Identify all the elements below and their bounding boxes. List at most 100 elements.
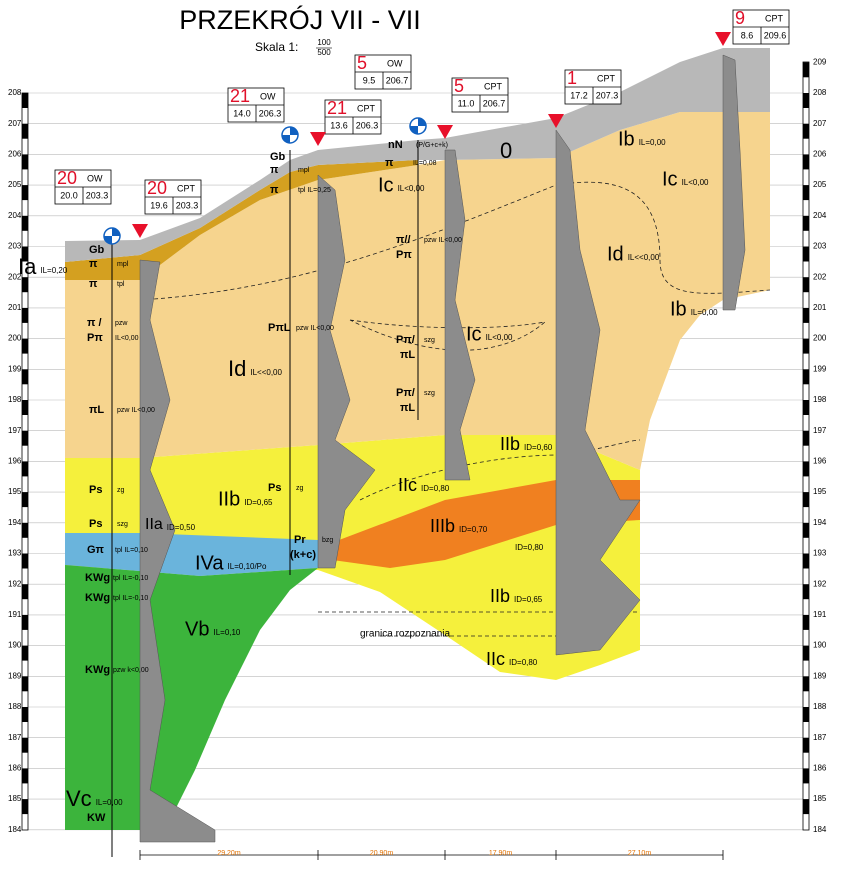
borehole-number: 21 xyxy=(327,98,347,118)
layer-param: ID=0,60 xyxy=(524,443,553,452)
y-tick-label: 202 xyxy=(813,272,827,281)
layer-name: IIIb xyxy=(430,516,455,536)
soil-symbol: πL xyxy=(89,404,104,416)
y-tick-label: 198 xyxy=(8,395,22,404)
soil-symbol: nN xyxy=(388,139,403,151)
y-tick-label: 193 xyxy=(813,549,827,558)
borehole-number: 5 xyxy=(357,53,367,73)
borehole-type: CPT xyxy=(177,183,196,193)
cpt-log xyxy=(555,129,641,656)
soil-note: pzw IL<0,00 xyxy=(117,407,155,414)
layer-name: Ic xyxy=(662,168,678,190)
borehole-distance: 11.0 xyxy=(458,98,475,108)
cpt-marker xyxy=(548,114,564,128)
y-tick-label: 200 xyxy=(813,334,827,343)
borehole-number: 5 xyxy=(454,76,464,96)
layer-param: ID=0,80 xyxy=(421,484,450,493)
axis-segment xyxy=(803,768,809,784)
borehole-lines xyxy=(111,140,419,857)
cpt-marker xyxy=(132,224,148,238)
axis-segment xyxy=(803,614,809,630)
y-tick-label: 207 xyxy=(813,119,827,128)
dashed-boundary xyxy=(359,439,641,501)
layer-name: IIb xyxy=(500,434,520,454)
layer-param: IL<0,00 xyxy=(682,178,709,187)
axis-segment xyxy=(803,707,809,722)
layer-param: IL=0,10/Po xyxy=(228,562,267,571)
y-tick-label: 194 xyxy=(813,518,827,527)
borehole-distance: 17.2 xyxy=(570,90,588,100)
layer-name: IIc xyxy=(398,475,417,495)
y-tick-label: 187 xyxy=(8,733,22,742)
axis-segment xyxy=(22,277,28,293)
axis-segment xyxy=(803,246,809,262)
y-tick-label: 208 xyxy=(8,88,22,97)
borehole-elevation: 203.3 xyxy=(86,190,109,200)
soil-symbol: KWg xyxy=(85,572,110,584)
layer-name: Ic xyxy=(466,323,482,345)
soil-note: pzw IL<0,00 xyxy=(424,237,462,244)
layer-blue xyxy=(65,533,318,576)
soil-symbol: Ps xyxy=(89,484,102,496)
y-tick-label: 199 xyxy=(813,364,827,373)
soil-symbol: (k+c) xyxy=(290,549,316,561)
soil-note: bzg xyxy=(322,537,333,544)
layer-name: IVa xyxy=(195,552,224,574)
cpt-log xyxy=(139,259,216,843)
borehole-elevation: 207.3 xyxy=(596,90,619,100)
axis-segment xyxy=(803,584,809,600)
axis-segment xyxy=(803,215,809,231)
soil-note: tpl IL=0,10 xyxy=(115,547,148,554)
borehole-distance: 20.0 xyxy=(60,190,78,200)
borehole-type: CPT xyxy=(765,13,784,23)
axis-segment xyxy=(803,553,809,569)
y-tick-label: 197 xyxy=(813,426,827,435)
y-tick-label: 195 xyxy=(813,487,827,496)
y-tick-label: 184 xyxy=(8,825,22,834)
layer-name: Ia xyxy=(18,254,37,279)
y-tick-label: 207 xyxy=(8,119,22,128)
borehole-number: 9 xyxy=(735,8,745,28)
layer-green xyxy=(65,565,318,830)
soil-note: zg xyxy=(296,485,304,492)
axis-segment xyxy=(803,62,809,78)
axis-segment xyxy=(22,123,28,139)
borehole-distance: 9.5 xyxy=(363,75,376,85)
layer-name: Ic xyxy=(378,174,394,196)
y-tick-label: 184 xyxy=(813,825,827,834)
soil-note: zg xyxy=(117,487,125,494)
axis-segment xyxy=(22,645,28,661)
axis-segment xyxy=(803,338,809,354)
layer-param: IL=0,00 xyxy=(639,138,666,147)
soil-symbol: πL xyxy=(400,402,415,414)
layer-param: IL=0,20 xyxy=(40,266,67,275)
y-tick-label: 209 xyxy=(813,57,827,66)
distance-label: 27.10m xyxy=(628,850,652,857)
y-tick-label: 186 xyxy=(813,764,827,773)
y-tick-label: 204 xyxy=(813,211,827,220)
layer-param: IL=0,00 xyxy=(96,798,123,807)
soil-symbol: π / xyxy=(87,317,102,329)
soil-note: tpl IL=0,25 xyxy=(298,187,331,194)
layer-name: 0 xyxy=(500,138,512,163)
y-tick-label: 188 xyxy=(8,702,22,711)
layer-name: Id xyxy=(607,243,624,265)
axis-segment xyxy=(803,307,809,323)
borehole-number: 20 xyxy=(147,178,167,198)
layer-param: IL=0,00 xyxy=(691,308,718,317)
borehole-type: CPT xyxy=(357,103,376,113)
axis-segment xyxy=(803,93,809,108)
soil-symbol: KWg xyxy=(85,592,110,604)
distance-label: 17.90m xyxy=(489,850,513,857)
soil-note: pzw k<0,00 xyxy=(113,667,149,674)
borehole-elevation: 206.7 xyxy=(386,75,409,85)
layer-name: IIa xyxy=(145,516,163,533)
axis-segment xyxy=(22,676,28,692)
soil-note: tpl xyxy=(117,281,125,288)
axis-segment xyxy=(803,492,809,508)
y-tick-label: 197 xyxy=(8,426,22,435)
cpt-log xyxy=(722,54,746,311)
y-tick-label: 204 xyxy=(8,211,22,220)
y-tick-label: 208 xyxy=(813,88,827,97)
